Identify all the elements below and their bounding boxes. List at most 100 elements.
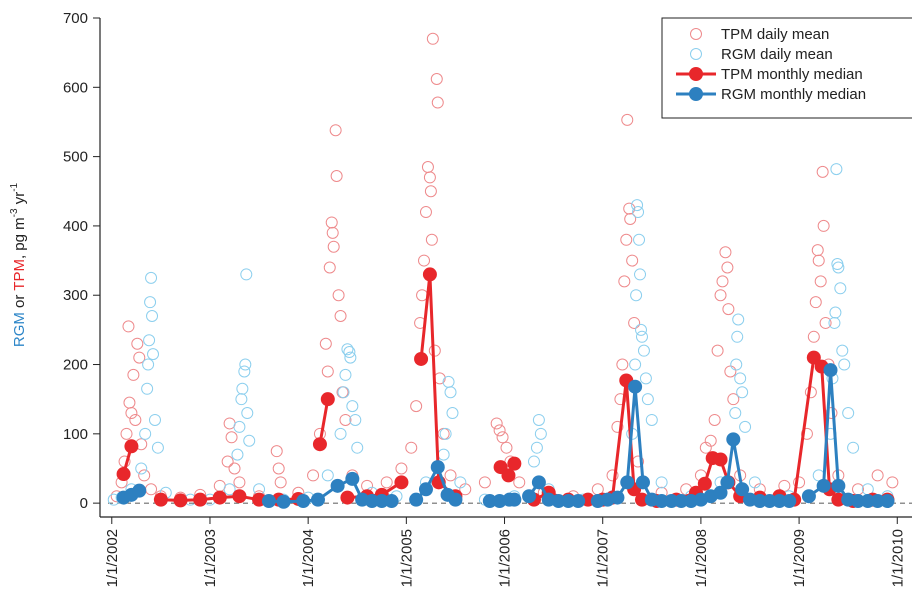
y-label-part: yr (11, 192, 28, 209)
point (437, 448, 450, 461)
point (634, 492, 649, 507)
point (321, 469, 334, 482)
legend-marker (689, 67, 703, 81)
point (454, 476, 467, 489)
y-label-part: or (11, 291, 28, 312)
point (724, 365, 737, 378)
point (223, 483, 236, 496)
point (507, 492, 522, 507)
point (847, 441, 860, 454)
point (444, 386, 457, 399)
point (527, 455, 540, 468)
point (834, 282, 847, 295)
point (620, 233, 633, 246)
series (110, 32, 899, 504)
point (674, 494, 689, 509)
point (336, 386, 349, 399)
point (631, 199, 644, 212)
point (236, 382, 249, 395)
point (141, 382, 154, 395)
y-tick-label: 400 (63, 218, 88, 235)
point (139, 427, 152, 440)
point (380, 476, 393, 489)
point (430, 460, 445, 475)
x-tick-label: 1/1/2008 (693, 529, 710, 587)
point (634, 268, 647, 281)
point (339, 413, 352, 426)
point (131, 337, 144, 350)
legend-marker (690, 48, 702, 60)
series (116, 267, 895, 509)
point (351, 441, 364, 454)
point (334, 310, 347, 323)
legend-marker (689, 87, 703, 101)
point (228, 462, 241, 475)
point (624, 212, 637, 225)
point (120, 427, 133, 440)
series (116, 363, 895, 509)
point (395, 462, 408, 475)
point (448, 492, 463, 507)
point (235, 393, 248, 406)
point (734, 372, 747, 385)
x-tick-label: 1/1/2009 (791, 529, 808, 587)
point (697, 476, 712, 491)
point (431, 96, 444, 109)
point (364, 494, 379, 509)
point (886, 476, 899, 489)
point (261, 494, 276, 509)
point (817, 219, 830, 232)
point (727, 393, 740, 406)
point (233, 476, 246, 489)
point (424, 185, 437, 198)
point (212, 490, 227, 505)
point (838, 358, 851, 371)
legend-label: RGM daily mean (721, 46, 833, 63)
point (713, 485, 728, 500)
point (618, 275, 631, 288)
point (146, 310, 159, 323)
point (513, 476, 526, 489)
point (329, 124, 342, 137)
point (800, 427, 813, 440)
point (337, 386, 350, 399)
point (530, 441, 543, 454)
legend-marker (690, 28, 702, 40)
x-tick-label: 1/1/2002 (104, 529, 121, 587)
point (274, 476, 287, 489)
point (722, 303, 735, 316)
point (405, 441, 418, 454)
y-tick-label: 300 (63, 287, 88, 304)
point (616, 358, 629, 371)
point (633, 233, 646, 246)
point (807, 330, 820, 343)
legend-box (661, 17, 912, 119)
point (713, 452, 728, 467)
point (142, 358, 155, 371)
point (493, 424, 506, 437)
point (125, 407, 138, 420)
point (829, 306, 842, 319)
point (241, 407, 254, 420)
point (606, 469, 619, 482)
point (384, 494, 399, 509)
point (478, 476, 491, 489)
legend-label: TPM daily mean (721, 26, 829, 43)
x-tick-label: 1/1/2007 (595, 529, 612, 587)
point (561, 494, 576, 509)
y-tick-label: 0 (80, 495, 88, 512)
point (793, 476, 806, 489)
point (233, 420, 246, 433)
point (721, 261, 734, 274)
point (346, 400, 359, 413)
point (623, 202, 636, 215)
point (716, 275, 729, 288)
point (419, 206, 432, 219)
point (880, 494, 895, 509)
point (654, 494, 669, 509)
point (731, 330, 744, 343)
point (240, 268, 253, 281)
y-axis-label: RGM or TPM, pg m-3 yr-1 (9, 182, 28, 347)
point (421, 161, 434, 174)
point (708, 413, 721, 426)
